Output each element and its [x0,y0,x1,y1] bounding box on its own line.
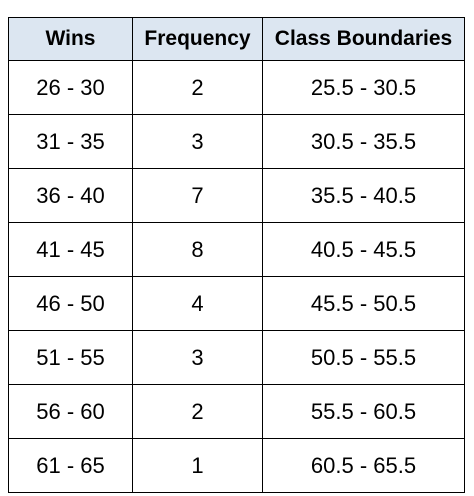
frequency-table: Wins Frequency Class Boundaries 26 - 30 … [8,17,465,493]
wins-cell: 61 - 65 [8,438,133,493]
header-class-boundaries: Class Boundaries [262,17,465,61]
frequency-cell: 3 [132,330,263,385]
header-frequency: Frequency [132,17,263,61]
frequency-cell: 7 [132,168,263,223]
frequency-cell: 3 [132,114,263,169]
table-row: 36 - 40 7 35.5 - 40.5 [8,168,465,223]
table-row: 51 - 55 3 50.5 - 55.5 [8,330,465,385]
table-row: 26 - 30 2 25.5 - 30.5 [8,60,465,115]
class-boundaries-cell: 60.5 - 65.5 [262,438,465,493]
table-row: 56 - 60 2 55.5 - 60.5 [8,384,465,439]
wins-cell: 36 - 40 [8,168,133,223]
frequency-cell: 2 [132,60,263,115]
class-boundaries-cell: 45.5 - 50.5 [262,276,465,331]
frequency-cell: 2 [132,384,263,439]
class-boundaries-cell: 35.5 - 40.5 [262,168,465,223]
frequency-cell: 4 [132,276,263,331]
class-boundaries-cell: 25.5 - 30.5 [262,60,465,115]
wins-cell: 56 - 60 [8,384,133,439]
frequency-cell: 1 [132,438,263,493]
header-row: Wins Frequency Class Boundaries [8,17,465,61]
wins-cell: 31 - 35 [8,114,133,169]
wins-cell: 41 - 45 [8,222,133,277]
class-boundaries-cell: 55.5 - 60.5 [262,384,465,439]
table-row: 61 - 65 1 60.5 - 65.5 [8,438,465,493]
wins-cell: 46 - 50 [8,276,133,331]
wins-cell: 26 - 30 [8,60,133,115]
class-boundaries-cell: 40.5 - 45.5 [262,222,465,277]
frequency-cell: 8 [132,222,263,277]
table-row: 41 - 45 8 40.5 - 45.5 [8,222,465,277]
header-wins: Wins [8,17,133,61]
table-row: 46 - 50 4 45.5 - 50.5 [8,276,465,331]
wins-cell: 51 - 55 [8,330,133,385]
table-row: 31 - 35 3 30.5 - 35.5 [8,114,465,169]
class-boundaries-cell: 50.5 - 55.5 [262,330,465,385]
class-boundaries-cell: 30.5 - 35.5 [262,114,465,169]
